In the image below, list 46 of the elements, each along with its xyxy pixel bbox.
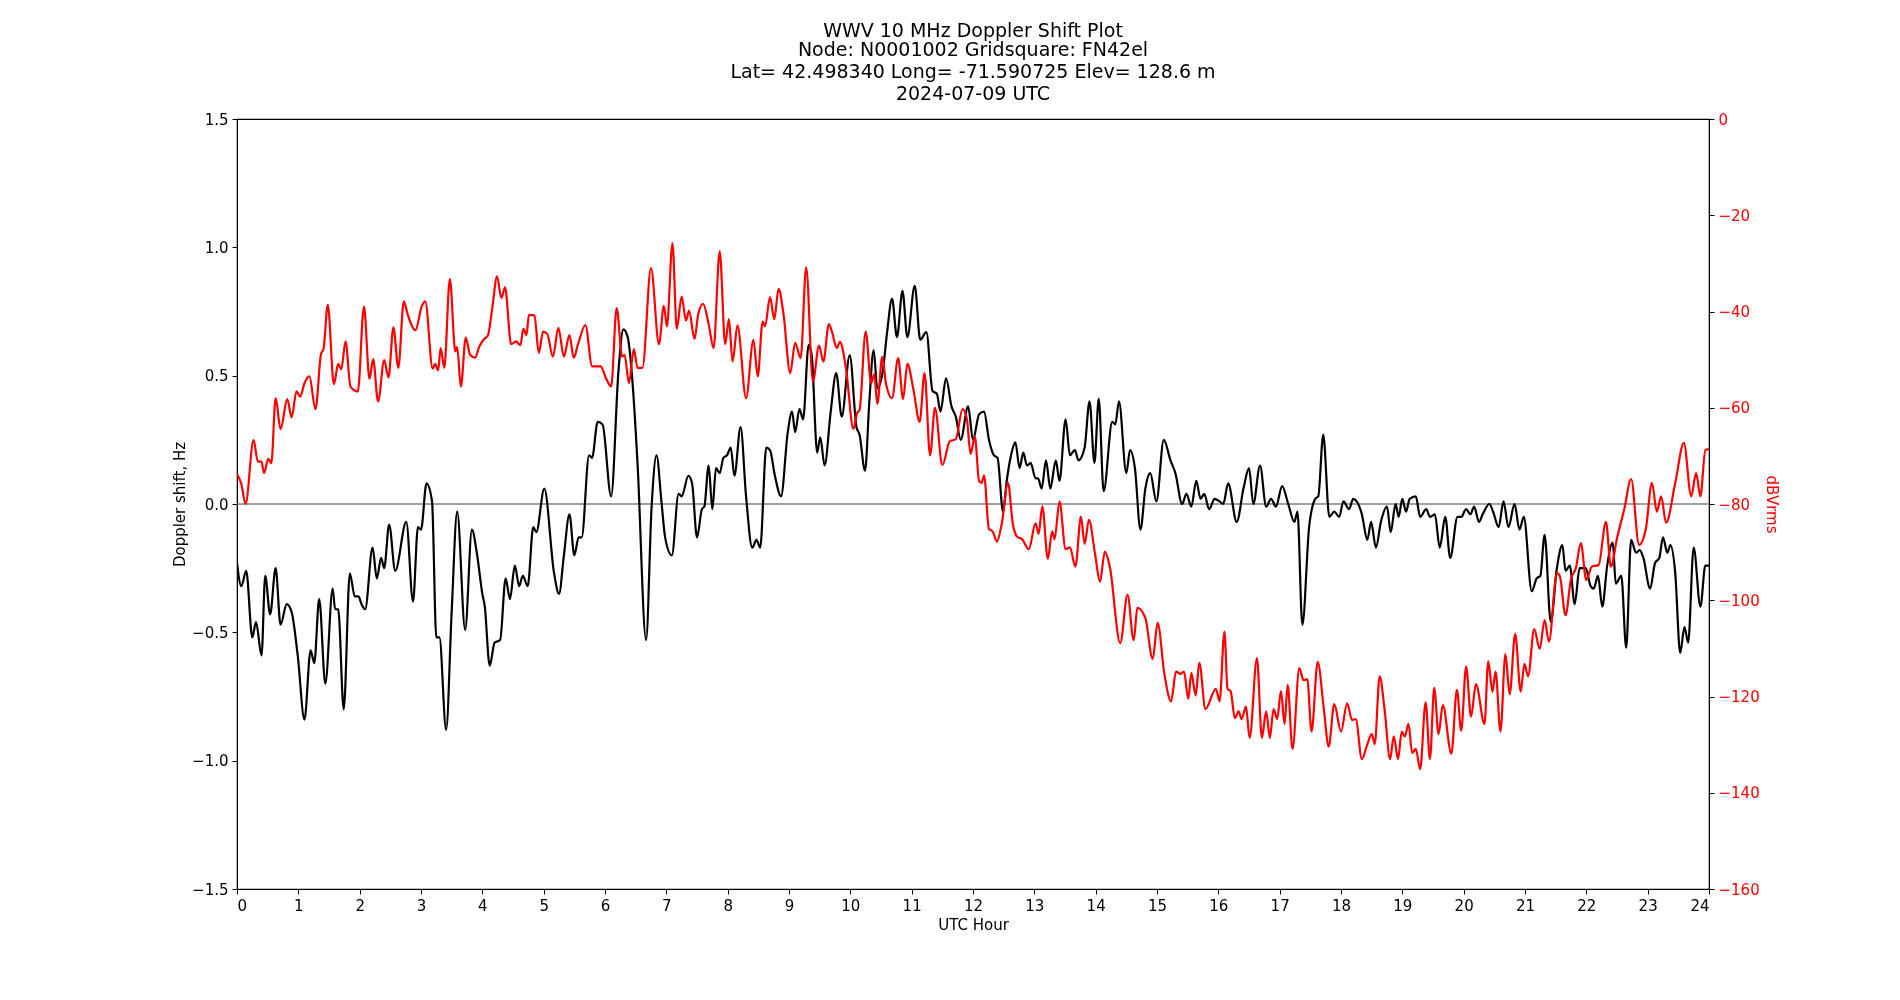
y2-tick-label: −140 [1718,784,1760,803]
x-tick-label: 14 [1086,896,1106,915]
y-tick-label: 1.0 [204,238,229,257]
y2-tick-label: −80 [1718,495,1751,514]
y-tick-label: −0.5 [192,623,229,642]
x-tick-label: 22 [1577,896,1597,915]
y-axis-title: Doppler shift, Hz [171,441,190,568]
x-tick-label: 24 [1690,896,1710,915]
y-tick-label: −1.5 [192,880,229,899]
y-tick-label: 1.5 [204,110,229,129]
x-tick-label: 1 [294,896,304,915]
x-tick-label: 8 [723,896,733,915]
chart-title: WWV 10 MHz Doppler Shift Plot [823,19,1123,41]
x-tick-label: 6 [600,896,611,915]
y-tick-label: 0.0 [204,495,229,514]
x-tick-label: 0 [237,896,248,915]
y-tick-label: −1.0 [192,752,229,771]
x-tick-label: 4 [478,896,488,915]
y2-tick-label: 0 [1718,110,1729,129]
x-tick-label: 5 [539,896,549,915]
x-tick-label: 7 [662,896,672,915]
x-tick-label: 15 [1147,896,1168,915]
y2-tick-label: −160 [1718,880,1760,899]
x-tick-label: 13 [1025,896,1045,915]
x-tick-label: 11 [902,896,922,915]
y2-tick-label: −20 [1718,206,1751,225]
y2-tick-label: −40 [1718,303,1751,321]
y2-axis-title: dBVrms [1762,475,1781,534]
x-tick-label: 21 [1515,896,1536,915]
x-tick-label: 16 [1209,896,1229,915]
x-tick-label: 2 [355,896,365,915]
x-tick-label: 3 [416,896,427,915]
x-tick-label: 20 [1454,896,1474,915]
x-tick-label: 17 [1270,896,1290,915]
x-tick-label: 10 [841,896,861,915]
x-tick-label: 19 [1393,896,1413,915]
y-tick-label: 0.5 [204,367,229,386]
y2-tick-label: −60 [1718,399,1751,418]
y2-tick-label: −120 [1718,688,1760,706]
x-axis-title: UTC Hour [938,915,1010,934]
line-series [237,242,1709,771]
x-tick-label: 12 [963,896,984,915]
x-tick-label: 18 [1331,896,1352,915]
x-tick-label: 9 [784,896,795,915]
x-tick-label: 23 [1638,896,1658,915]
y2-tick-label: −100 [1718,591,1760,610]
